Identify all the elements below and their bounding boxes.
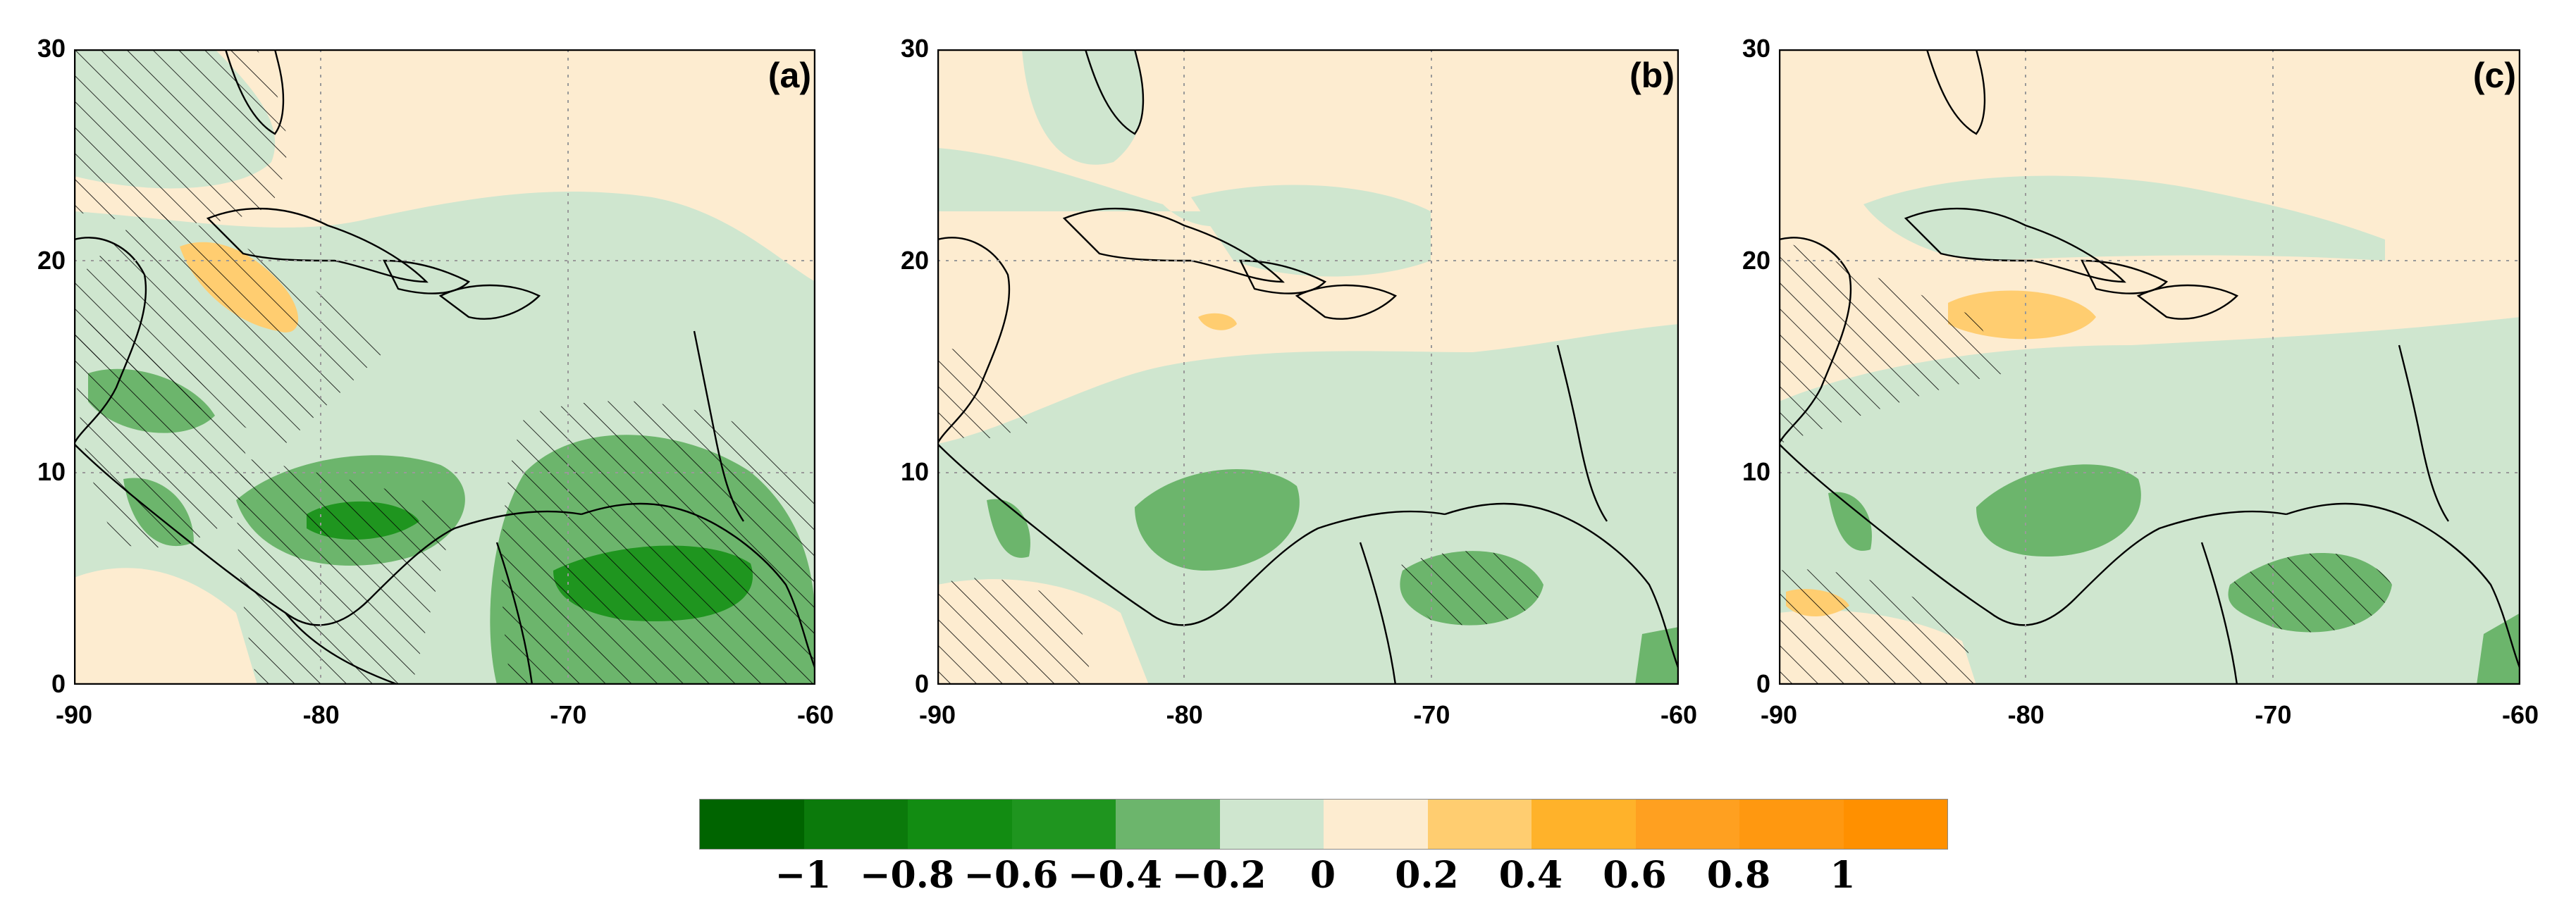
y-tick-label: 0	[1756, 669, 1770, 698]
hatched-region	[1779, 569, 1976, 685]
panel-label: (c)	[2472, 56, 2516, 95]
colorbar-tick-label: 0.6	[1603, 854, 1667, 897]
x-tick-label: -60	[796, 700, 834, 729]
light-negative-region	[1022, 49, 1144, 165]
x-tick-label: -80	[1166, 700, 1203, 729]
colorbar-tick-label: 0.2	[1395, 854, 1459, 897]
colorbar-swatch	[1219, 800, 1324, 849]
hatched-region	[937, 578, 1092, 685]
y-tick-label: 20	[1742, 245, 1770, 275]
plot-frame	[74, 49, 815, 685]
x-tick-label: -80	[302, 700, 340, 729]
hatched-region	[937, 345, 1036, 440]
light-negative-region	[937, 148, 1262, 227]
y-tick-label: 0	[914, 669, 929, 698]
y-tick-label: 30	[900, 34, 929, 63]
negative-anomaly-patch	[1976, 464, 2141, 557]
light-negative-region	[1863, 175, 2385, 261]
gridlines	[937, 49, 1679, 685]
colorbar-tick-label: 0.4	[1498, 854, 1563, 897]
colorbar-tick-label: −0.8	[859, 854, 955, 897]
map-panel-b: (b)	[937, 49, 1679, 685]
colorbar-swatch	[1635, 800, 1739, 849]
colorbar-swatch	[1532, 800, 1636, 849]
hatched-region	[2230, 553, 2392, 633]
hatched-region	[1388, 551, 1543, 626]
plot-frame	[937, 49, 1679, 685]
colorbar-tick-label: 1	[1830, 854, 1856, 897]
y-tick-label: 10	[37, 457, 66, 487]
map-panel-c: (c)	[1779, 49, 2520, 685]
x-tick-label: -70	[2255, 700, 2292, 729]
colorbar-swatch	[1427, 800, 1532, 849]
panel-label: (a)	[768, 56, 811, 95]
colorbar-tick-label: −0.2	[1171, 854, 1267, 897]
negative-anomaly-patch	[1635, 627, 1679, 685]
positive-anomaly-patch	[1198, 313, 1237, 330]
positive-anomaly-patch	[1948, 290, 2096, 340]
y-tick-label: 20	[900, 245, 929, 275]
map-panel-a: (a)	[74, 49, 815, 685]
map-a	[74, 49, 815, 685]
map-b	[937, 49, 1679, 685]
x-tick-label: -60	[2501, 700, 2539, 729]
hatched-region	[74, 49, 287, 224]
colorbar-tick-label: 0	[1309, 854, 1336, 897]
colorbar-swatch	[1739, 800, 1844, 849]
colorbar-swatch	[1843, 800, 1947, 849]
negative-anomaly-patch	[1135, 469, 1300, 571]
hatched-region	[237, 458, 455, 685]
hatched-region	[501, 401, 815, 685]
colorbar-swatch	[1324, 800, 1428, 849]
negative-anomaly-patch	[987, 499, 1030, 558]
x-tick-label: -70	[1413, 700, 1450, 729]
colorbar-swatch	[1116, 800, 1220, 849]
y-tick-label: 20	[37, 245, 66, 275]
negative-anomaly-patch	[1828, 492, 1872, 551]
map-c	[1779, 49, 2520, 685]
colorbar-tick-label: −1	[775, 854, 832, 897]
x-tick-label: -80	[2007, 700, 2045, 729]
hatched-region	[1779, 240, 2004, 444]
x-tick-label: -90	[918, 700, 956, 729]
colorbar-swatch	[908, 800, 1012, 849]
hatched-region	[74, 317, 252, 548]
x-tick-label: -70	[550, 700, 587, 729]
colorbar-tick-label: −0.6	[963, 854, 1059, 897]
x-tick-label: -60	[1660, 700, 1698, 729]
y-tick-label: 0	[51, 669, 66, 698]
plot-frame	[1779, 49, 2520, 685]
y-tick-label: 30	[1742, 34, 1770, 63]
gridlines	[74, 49, 815, 685]
y-tick-label: 10	[900, 457, 929, 487]
x-tick-label: -90	[55, 700, 93, 729]
colorbar-swatch	[700, 800, 804, 849]
y-tick-label: 30	[37, 34, 66, 63]
negative-anomaly-patch	[2477, 613, 2520, 685]
colorbar-tick-label: −0.4	[1067, 854, 1163, 897]
panel-label: (b)	[1629, 56, 1675, 95]
gridlines	[1779, 49, 2520, 685]
colorbar-swatch	[1011, 800, 1116, 849]
y-tick-label: 10	[1742, 457, 1770, 487]
light-negative-region	[1191, 185, 1431, 277]
coastlines	[74, 49, 815, 685]
neutral-region	[74, 568, 257, 685]
colorbar-swatch	[803, 800, 908, 849]
x-tick-label: -90	[1760, 700, 1798, 729]
colorbar-tick-label: 0.8	[1706, 854, 1771, 897]
colorbar	[699, 799, 1948, 850]
